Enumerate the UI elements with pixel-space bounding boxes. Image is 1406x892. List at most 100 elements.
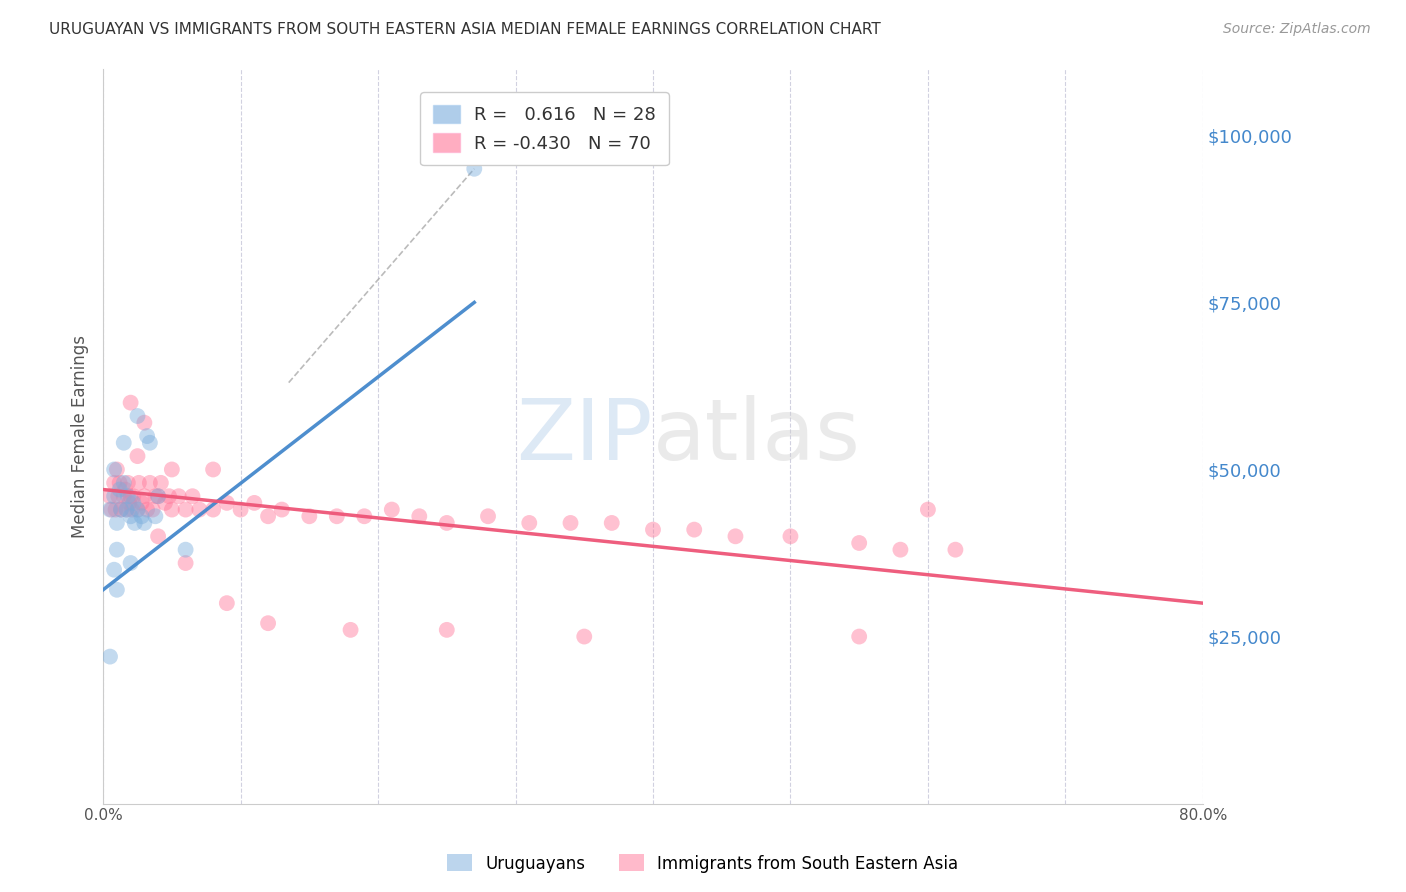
Point — [326, 509, 349, 524]
Point — [115, 502, 138, 516]
Point — [560, 516, 582, 530]
Point — [146, 489, 169, 503]
Point — [408, 509, 430, 524]
Point — [134, 516, 156, 530]
Point — [120, 489, 142, 503]
Legend: Uruguayans, Immigrants from South Eastern Asia: Uruguayans, Immigrants from South Easter… — [440, 847, 966, 880]
Point — [145, 509, 167, 524]
Legend: R =   0.616   N = 28, R = -0.430   N = 70: R = 0.616 N = 28, R = -0.430 N = 70 — [420, 92, 669, 165]
Y-axis label: Median Female Earnings: Median Female Earnings — [72, 334, 89, 538]
Point — [112, 475, 135, 490]
Point — [114, 483, 136, 497]
Point — [105, 542, 128, 557]
Point — [139, 475, 162, 490]
Point — [117, 489, 139, 503]
Point — [120, 556, 142, 570]
Point — [115, 502, 138, 516]
Point — [149, 475, 172, 490]
Point — [103, 462, 125, 476]
Point — [215, 496, 238, 510]
Point — [779, 529, 801, 543]
Point — [600, 516, 623, 530]
Point — [105, 462, 128, 476]
Point — [127, 502, 149, 516]
Point — [202, 462, 225, 476]
Point — [104, 502, 127, 516]
Point — [112, 489, 135, 503]
Point — [98, 502, 121, 516]
Point — [353, 509, 375, 524]
Point — [105, 582, 128, 597]
Point — [124, 516, 146, 530]
Point — [202, 502, 225, 516]
Point — [127, 449, 149, 463]
Point — [436, 623, 458, 637]
Point — [134, 489, 156, 503]
Point — [298, 509, 321, 524]
Point — [381, 502, 404, 516]
Point — [848, 630, 870, 644]
Point — [436, 516, 458, 530]
Point — [229, 502, 252, 516]
Point — [105, 516, 128, 530]
Point — [174, 502, 197, 516]
Point — [181, 489, 204, 503]
Point — [136, 429, 159, 443]
Point — [574, 630, 596, 644]
Point — [120, 509, 142, 524]
Point — [131, 509, 153, 524]
Point — [128, 475, 150, 490]
Point — [339, 623, 361, 637]
Point — [641, 523, 664, 537]
Point — [136, 502, 159, 516]
Point — [107, 489, 129, 503]
Point — [243, 496, 266, 510]
Point — [121, 502, 143, 516]
Point — [146, 489, 169, 503]
Point — [103, 489, 125, 503]
Text: Source: ZipAtlas.com: Source: ZipAtlas.com — [1223, 22, 1371, 37]
Point — [108, 475, 131, 490]
Point — [131, 496, 153, 510]
Point — [160, 502, 183, 516]
Point — [188, 502, 211, 516]
Point — [112, 435, 135, 450]
Point — [98, 489, 121, 503]
Point — [117, 475, 139, 490]
Text: URUGUAYAN VS IMMIGRANTS FROM SOUTH EASTERN ASIA MEDIAN FEMALE EARNINGS CORRELATI: URUGUAYAN VS IMMIGRANTS FROM SOUTH EASTE… — [49, 22, 882, 37]
Point — [889, 542, 911, 557]
Point — [146, 529, 169, 543]
Point — [724, 529, 747, 543]
Point — [108, 483, 131, 497]
Point — [174, 556, 197, 570]
Point — [103, 563, 125, 577]
Point — [134, 416, 156, 430]
Point — [270, 502, 292, 516]
Point — [215, 596, 238, 610]
Point — [160, 462, 183, 476]
Point — [945, 542, 967, 557]
Point — [122, 489, 145, 503]
Point — [257, 616, 280, 631]
Text: atlas: atlas — [652, 394, 860, 477]
Point — [103, 475, 125, 490]
Point — [157, 489, 180, 503]
Point — [917, 502, 939, 516]
Point — [118, 496, 141, 510]
Point — [174, 542, 197, 557]
Point — [463, 161, 485, 176]
Point — [139, 435, 162, 450]
Text: ZIP: ZIP — [516, 394, 652, 477]
Point — [848, 536, 870, 550]
Point — [110, 502, 132, 516]
Point — [477, 509, 499, 524]
Point — [122, 496, 145, 510]
Point — [153, 496, 176, 510]
Point — [145, 489, 167, 503]
Point — [127, 502, 149, 516]
Point — [683, 523, 706, 537]
Point — [142, 502, 165, 516]
Point — [98, 649, 121, 664]
Point — [167, 489, 190, 503]
Point — [127, 409, 149, 423]
